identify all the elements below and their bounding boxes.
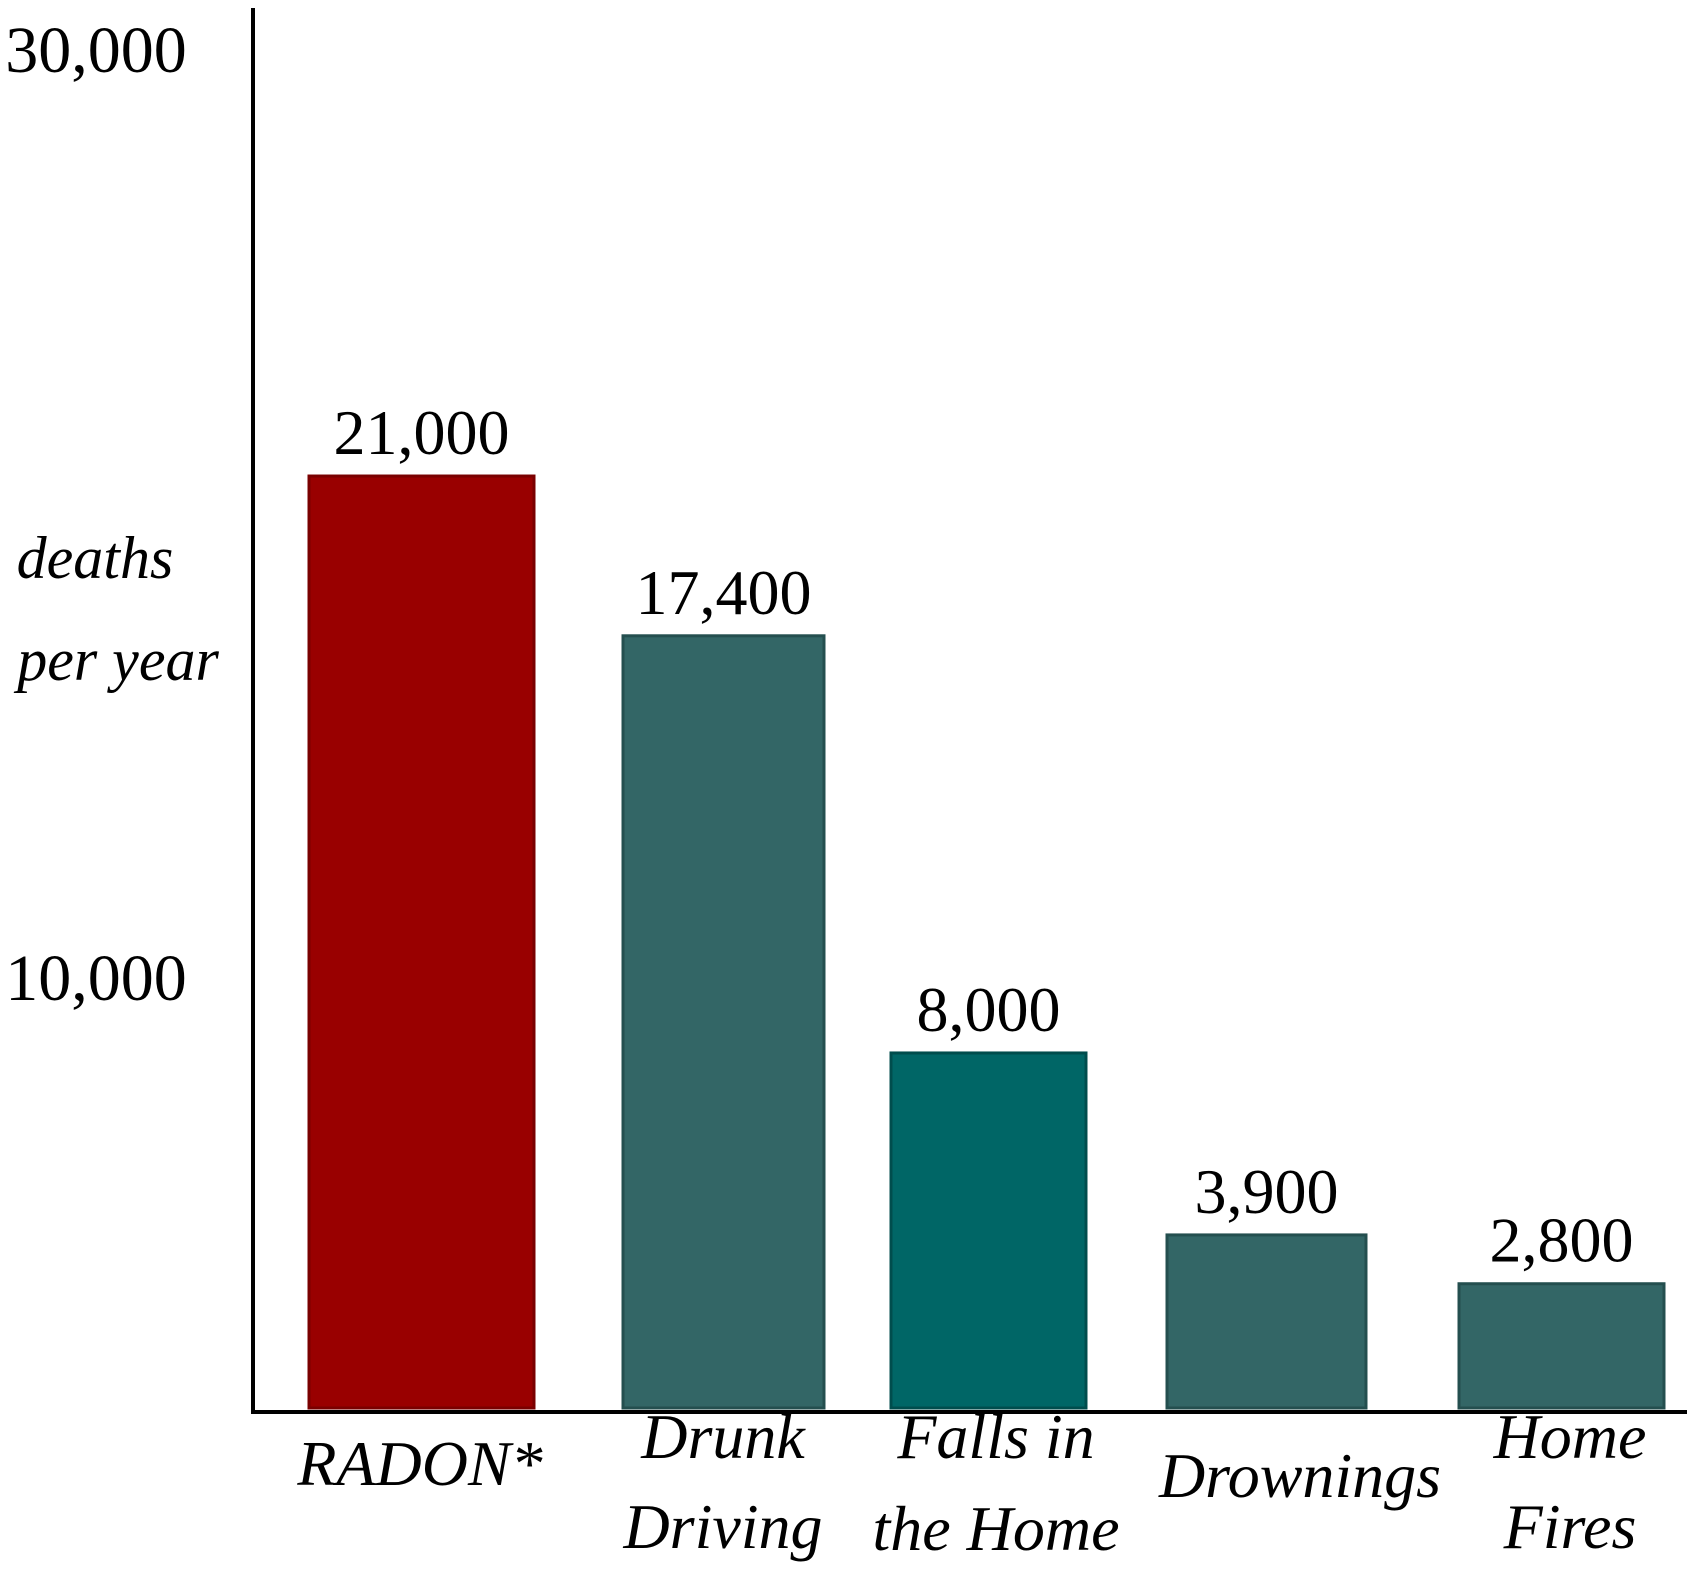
bar-1 [621, 634, 826, 1410]
y-tick-label-30000: 30,000 [5, 14, 187, 87]
bar-4 [1457, 1282, 1666, 1410]
y-axis-label-line-1: deaths [17, 525, 174, 591]
bar-2 [889, 1051, 1088, 1410]
category-label-2-line-0: Falls in [896, 1401, 1094, 1472]
category-label-4-line-1: Fires [1503, 1491, 1637, 1562]
category-label-1-line-1: Driving [622, 1491, 822, 1562]
bar-3 [1165, 1233, 1368, 1410]
category-label-0-line-0: RADON* [296, 1428, 542, 1499]
category-label-2-line-1: the Home [872, 1493, 1119, 1564]
bar-value-label-2: 8,000 [917, 974, 1061, 1045]
y-axis-label-line-2: per year [13, 627, 219, 693]
bar-value-label-4: 2,800 [1490, 1205, 1634, 1276]
category-label-3-line-0: Drownings [1158, 1440, 1441, 1511]
bars-group: 21,000 RADON* 17,400 Drunk Driving 8,000 Falls… [296, 397, 1666, 1564]
y-tick-label-10000: 10,000 [5, 942, 187, 1015]
bar-value-label-1: 17,400 [636, 557, 812, 628]
bar-value-label-0: 21,000 [334, 397, 510, 468]
bar-0 [307, 474, 536, 1410]
category-label-1-line-0: Drunk [640, 1401, 806, 1472]
category-label-4-line-0: Home [1493, 1401, 1647, 1472]
bar-value-label-3: 3,900 [1195, 1156, 1339, 1227]
